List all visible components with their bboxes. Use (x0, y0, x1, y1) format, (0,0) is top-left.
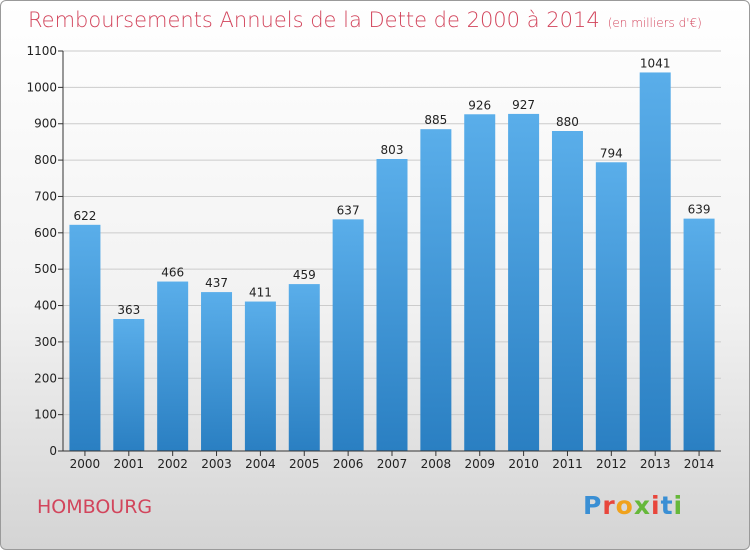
logo-letter: i (651, 491, 661, 520)
bar-value-label: 411 (249, 286, 272, 300)
bar-value-label: 885 (424, 113, 447, 127)
proxiti-logo: Proxiti (583, 491, 683, 520)
bar (595, 162, 627, 452)
x-tick-label: 2001 (114, 457, 145, 471)
x-tick-label: 2011 (552, 457, 583, 471)
x-tick-label: 2010 (508, 457, 539, 471)
x-tick-label: 2006 (333, 457, 364, 471)
bar-value-label: 1041 (640, 56, 671, 70)
x-tick-label: 2005 (289, 457, 320, 471)
bar-value-label: 459 (293, 268, 316, 282)
x-tick-label: 2003 (201, 457, 232, 471)
bar (420, 129, 452, 451)
logo-letter: x (633, 491, 651, 520)
bar (201, 292, 233, 451)
x-tick-label: 2007 (377, 457, 408, 471)
logo-letter: P (583, 491, 603, 520)
y-tick-label: 900 (34, 117, 57, 131)
bar-value-label: 437 (205, 276, 228, 290)
bar (288, 284, 320, 451)
x-tick-label: 2008 (421, 457, 452, 471)
commune-name: HOMBOURG (37, 496, 153, 518)
bar-value-label: 363 (117, 303, 140, 317)
bar-value-label: 803 (381, 143, 404, 157)
bar (69, 224, 101, 451)
bar (551, 131, 583, 451)
y-tick-label: 100 (34, 408, 57, 422)
x-tick-label: 2000 (70, 457, 101, 471)
bar (639, 72, 671, 452)
x-tick-label: 2014 (684, 457, 715, 471)
bar-value-label: 926 (468, 98, 491, 112)
logo-letter: r (602, 491, 616, 520)
bar (113, 319, 145, 451)
bar (508, 113, 540, 451)
x-tick-label: 2013 (640, 457, 671, 471)
x-tick-label: 2004 (245, 457, 276, 471)
y-tick-label: 300 (34, 335, 57, 349)
bar (244, 301, 276, 451)
y-tick-label: 700 (34, 189, 57, 203)
y-tick-label: 500 (34, 262, 57, 276)
bar-value-label: 622 (73, 209, 96, 223)
bar-value-label: 639 (688, 203, 711, 217)
logo-letter: t (660, 491, 674, 520)
x-tick-label: 2002 (157, 457, 188, 471)
bar-value-label: 466 (161, 266, 184, 280)
logo-letter: i (673, 491, 684, 520)
bar-value-label: 794 (600, 146, 623, 160)
y-tick-label: 200 (34, 371, 57, 385)
bar (157, 281, 189, 451)
bar (683, 218, 715, 451)
chart-title: Remboursements Annuels de la Dette de 20… (28, 8, 702, 32)
bar-value-label: 927 (512, 98, 535, 112)
chart-unit: (en milliers d'€) (607, 16, 702, 30)
x-tick-label: 2012 (596, 457, 627, 471)
y-tick-label: 400 (34, 299, 57, 313)
logo-letter: o (615, 491, 634, 520)
bar (376, 159, 408, 451)
y-tick-label: 0 (49, 444, 57, 458)
bar (464, 114, 496, 451)
bar (332, 219, 364, 451)
chart-title-text: Remboursements Annuels de la Dette de 20… (28, 8, 600, 32)
y-tick-label: 1000 (26, 80, 57, 94)
bar-value-label: 880 (556, 115, 579, 129)
y-tick-label: 1100 (26, 44, 57, 58)
y-tick-label: 800 (34, 153, 57, 167)
bar-value-label: 637 (337, 203, 360, 217)
y-tick-label: 600 (34, 226, 57, 240)
x-tick-label: 2009 (464, 457, 495, 471)
